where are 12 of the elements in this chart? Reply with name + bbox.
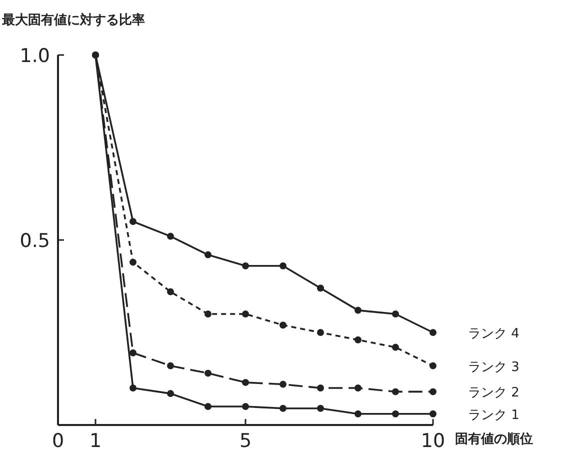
x-tick-label: 0 [52, 430, 64, 452]
x-tick-label: 10 [420, 430, 446, 452]
x-tick-label: 1 [89, 430, 102, 452]
text: ランク 3 [468, 360, 520, 375]
text: ランク 4 [468, 326, 520, 342]
x-axis-title: 固有値の順位 [455, 432, 533, 447]
y-tick-label: 0.5 [20, 230, 50, 252]
x-tick-label: 5 [239, 430, 252, 452]
text: ランク 1 [468, 408, 520, 423]
y-axis-title: 最大固有値に対する比率 [1, 12, 145, 28]
text: ランク 2 [468, 386, 520, 401]
y-tick-label: 1.0 [20, 45, 50, 67]
